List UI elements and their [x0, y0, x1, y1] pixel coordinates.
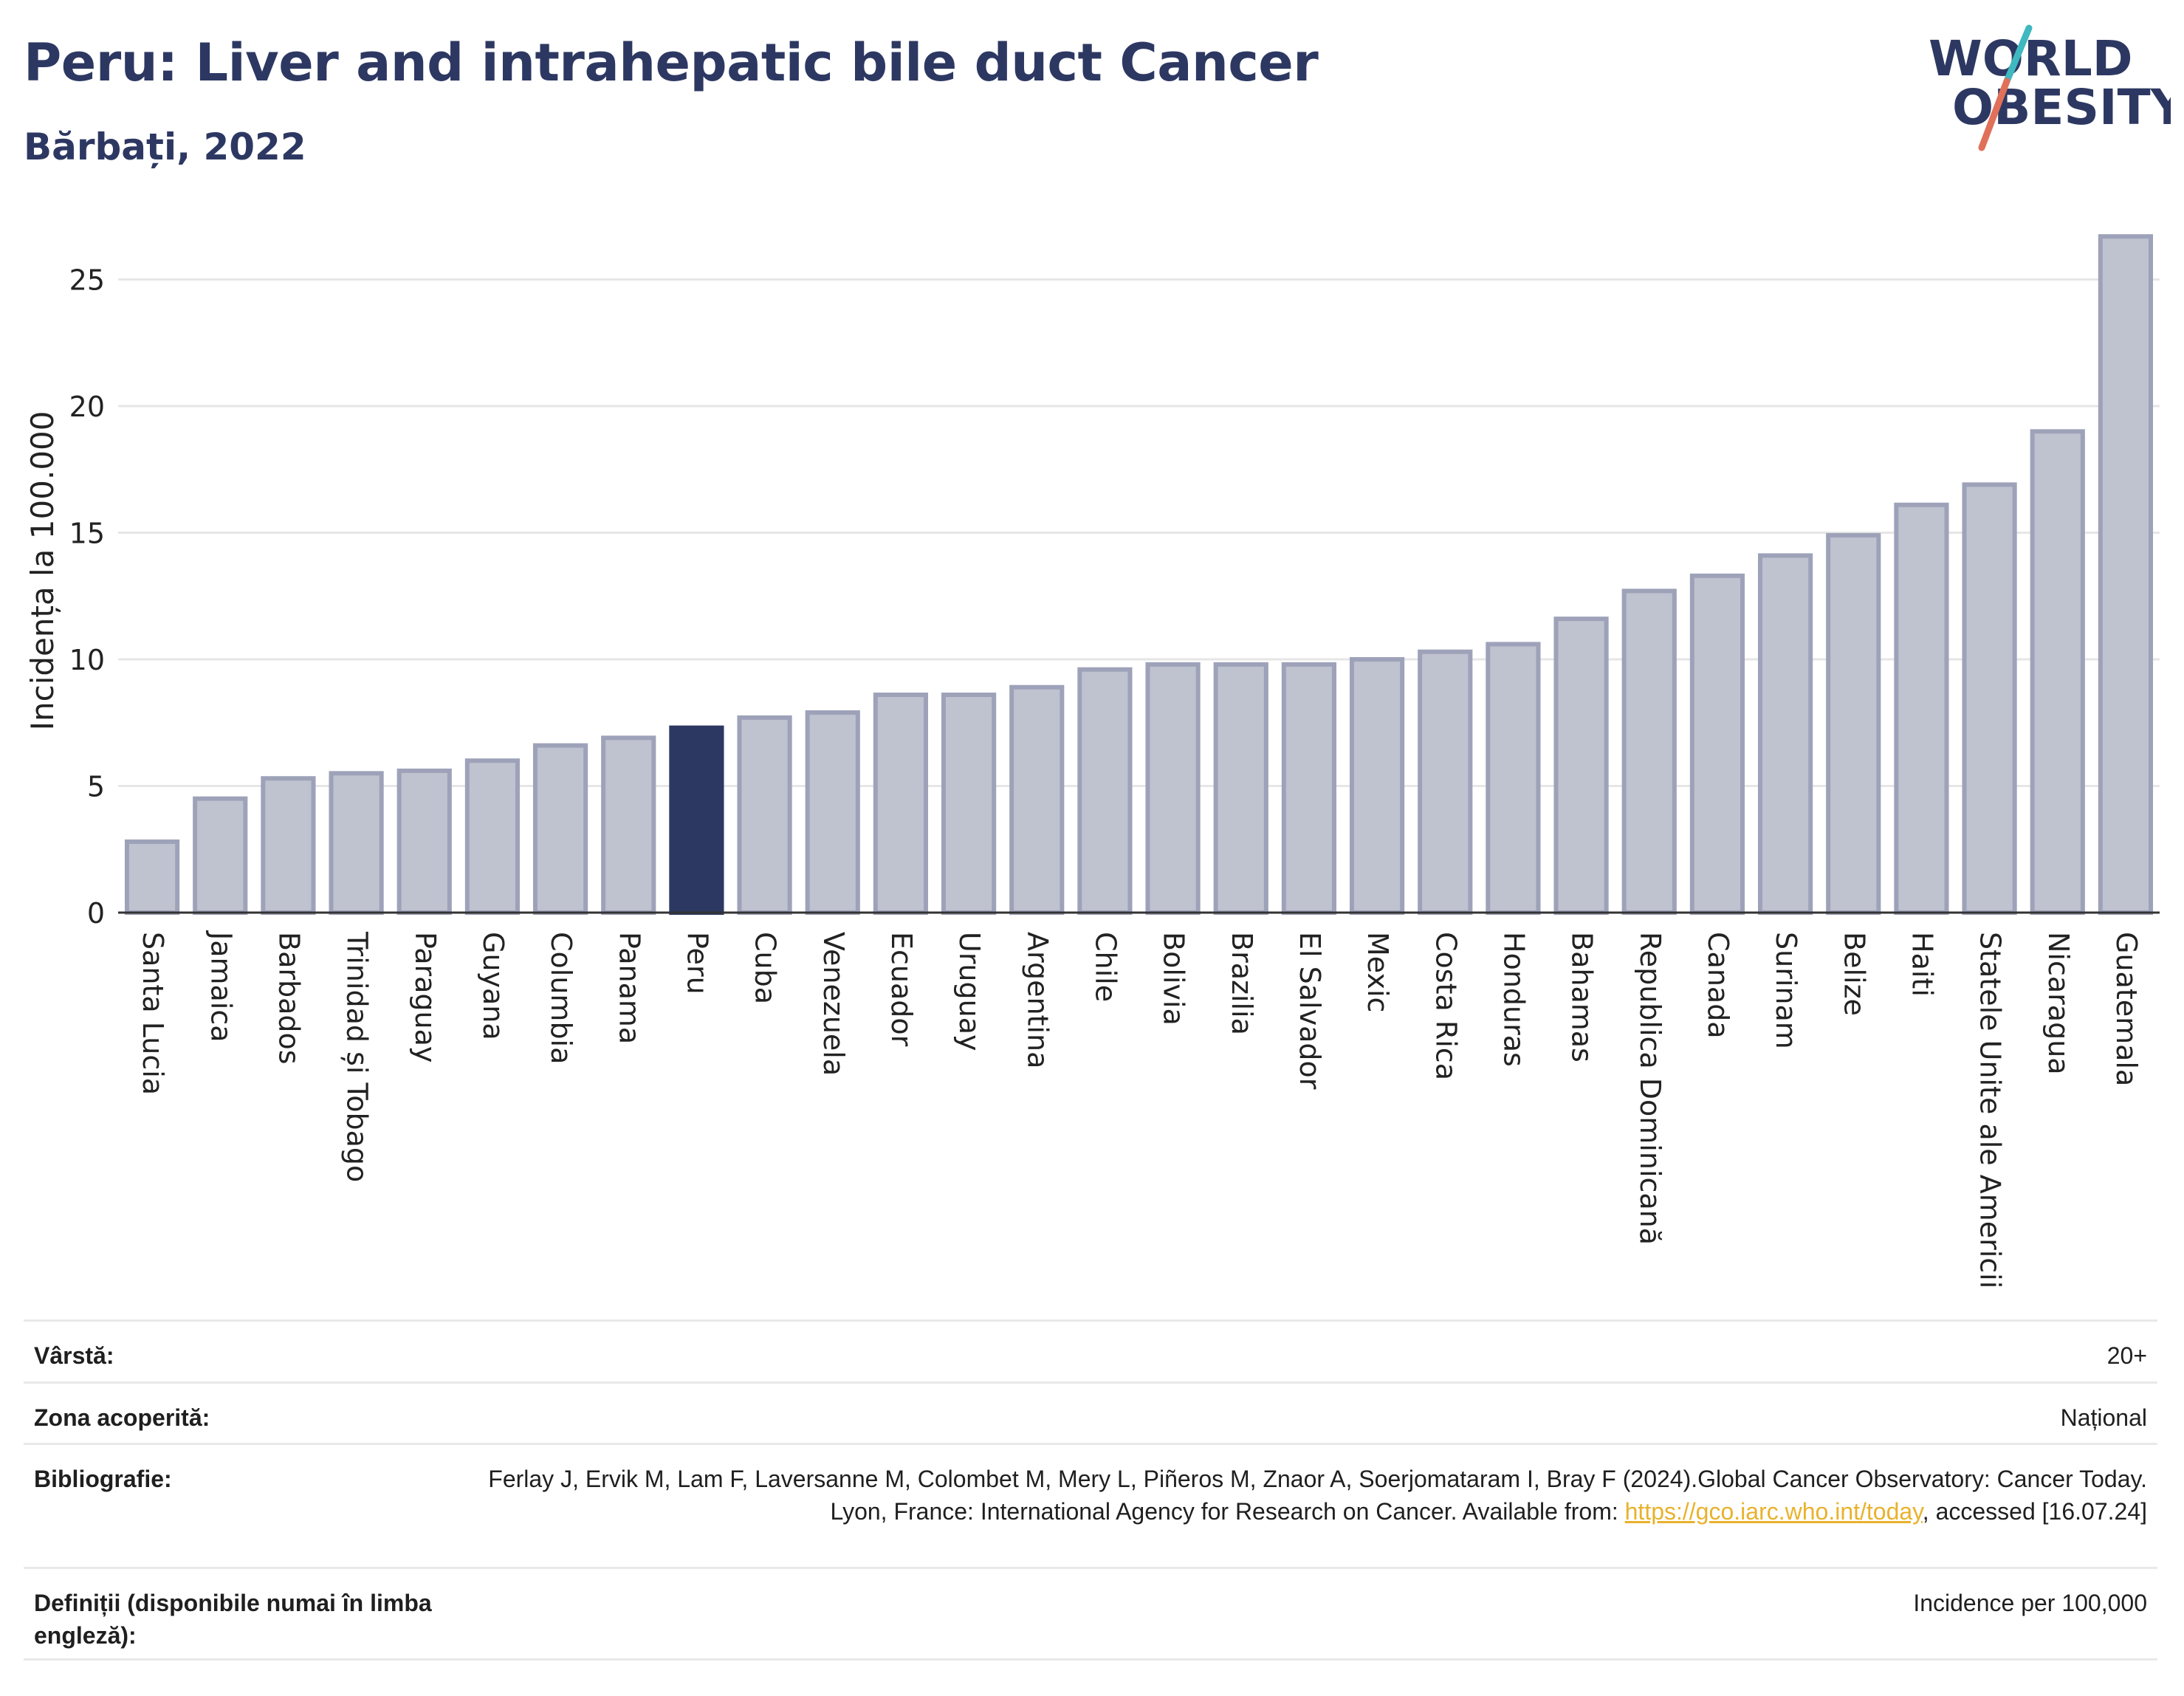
y-tick-label: 0 [87, 897, 105, 930]
y-axis-label: Incidența la 100.000 [24, 411, 61, 731]
y-tick-label: 20 [69, 391, 105, 423]
coverage-value: Național [2060, 1404, 2147, 1431]
bar [124, 839, 180, 915]
world-obesity-logo: WORLD OBESITY [1929, 24, 2171, 151]
coverage-label: Zona acoperită: [34, 1404, 210, 1431]
bar [1757, 553, 1813, 915]
metadata-table: Vârstă: 20+ Zona acoperită: Național Bib… [24, 1319, 2157, 1661]
y-tick-label: 15 [69, 518, 105, 550]
bar [1553, 617, 1609, 915]
definitions-value: Incidence per 100,000 [1913, 1590, 2147, 1616]
page-title: Peru: Liver and intrahepatic bile duct C… [24, 32, 1319, 93]
x-tick-label: Republica Dominicană [1634, 932, 1666, 1245]
logo-slash-red [1978, 78, 2010, 151]
bar [329, 771, 384, 915]
x-tick-label: Venezuela [817, 932, 850, 1076]
bar [464, 758, 521, 915]
x-tick-label: Surinam [1770, 932, 1802, 1049]
page-subtitle: Bărbați, 2022 [24, 126, 306, 168]
x-tick-label: El Salvador [1294, 932, 1326, 1090]
bibliography-value: Ferlay J, Ervik M, Lam F, Laversanne M, … [486, 1463, 2147, 1528]
y-tick-label: 10 [69, 644, 105, 676]
x-tick-label: Guyana [477, 932, 509, 1040]
x-tick-label: Statele Unite ale Americii [1974, 932, 2007, 1288]
x-tick-label: Panama [613, 932, 645, 1044]
bibliography-link[interactable]: https://gco.iarc.who.int/today [1624, 1498, 1923, 1525]
x-tick-label: Chile [1089, 932, 1122, 1002]
bar [1213, 662, 1268, 915]
x-tick-label: Nicaragua [2042, 932, 2075, 1075]
x-tick-label: Costa Rica [1429, 932, 1462, 1080]
bar [2030, 429, 2085, 915]
x-tick-label: Cuba [749, 932, 782, 1004]
bar [1418, 649, 1473, 916]
x-tick-label: Canada [1702, 932, 1734, 1039]
bar [941, 693, 997, 916]
bar [1689, 573, 1745, 915]
logo-line-1: WORLD [1929, 30, 2133, 87]
x-tick-label: Columbia [545, 932, 577, 1064]
bar [261, 776, 316, 915]
x-tick-label: Santa Lucia [137, 932, 169, 1095]
meta-row-age: Vârstă: 20+ [24, 1319, 2157, 1381]
y-tick-label: 5 [87, 771, 105, 803]
bar [193, 796, 248, 916]
x-tick-label: Argentina [1021, 932, 1054, 1068]
age-value: 20+ [2106, 1342, 2147, 1369]
bar [669, 725, 724, 915]
meta-row-coverage: Zona acoperită: Național [24, 1381, 2157, 1443]
x-tick-label: Bolivia [1158, 932, 1190, 1026]
bar [1962, 482, 2017, 915]
bar [1486, 642, 1541, 915]
x-tick-label: Uruguay [953, 932, 986, 1051]
bar [737, 715, 792, 915]
bar [396, 768, 452, 916]
x-tick-label: Brazilia [1226, 932, 1258, 1035]
logo-slash-teal [2003, 24, 2033, 85]
bibliography-suffix: , accessed [16.07.24] [1922, 1498, 2147, 1525]
x-tick-label: Barbados [272, 932, 305, 1065]
bar-chart: 0 5 10 15 20 25 Incidența la 100.000 Santa Luci… [24, 234, 2160, 1288]
bar [1077, 667, 1133, 915]
x-tick-label: Haiti [1906, 932, 1938, 997]
bar [873, 693, 929, 916]
x-tick-label: Belize [1838, 932, 1870, 1016]
age-label: Vârstă: [34, 1342, 114, 1369]
meta-row-definitions: Definiții (disponibile numai în limba en… [24, 1567, 2157, 1661]
x-tick-label: Jamaica [205, 930, 237, 1043]
bar [532, 743, 588, 915]
bar [1009, 684, 1065, 915]
bar [1621, 588, 1677, 915]
bar [1894, 502, 1949, 915]
bar [1281, 662, 1337, 915]
bar [2098, 234, 2154, 915]
bibliography-text: Ferlay J, Ervik M, Lam F, Laversanne M, … [488, 1466, 2147, 1525]
bar [1826, 532, 1881, 915]
bar [805, 710, 860, 916]
bar [1349, 657, 1405, 915]
bar [1145, 662, 1201, 915]
x-tick-label: Mexic [1361, 932, 1394, 1012]
meta-row-bibliography: Bibliografie: Ferlay J, Ervik M, Lam F, … [24, 1443, 2157, 1567]
x-tick-label: Peru [681, 932, 713, 995]
x-tick-label: Trinidad și Tobago [341, 931, 374, 1182]
x-tick-label: Honduras [1497, 932, 1530, 1067]
bar [601, 735, 656, 916]
x-tick-label: Bahamas [1566, 932, 1598, 1062]
x-tick-label: Ecuador [885, 932, 918, 1047]
x-tick-label: Guatemala [2110, 932, 2143, 1086]
y-tick-label: 25 [69, 264, 105, 297]
bibliography-label: Bibliografie: [34, 1466, 172, 1492]
definitions-label: Definiții (disponibile numai în limba en… [34, 1590, 432, 1649]
x-tick-label: Paraguay [409, 932, 442, 1062]
